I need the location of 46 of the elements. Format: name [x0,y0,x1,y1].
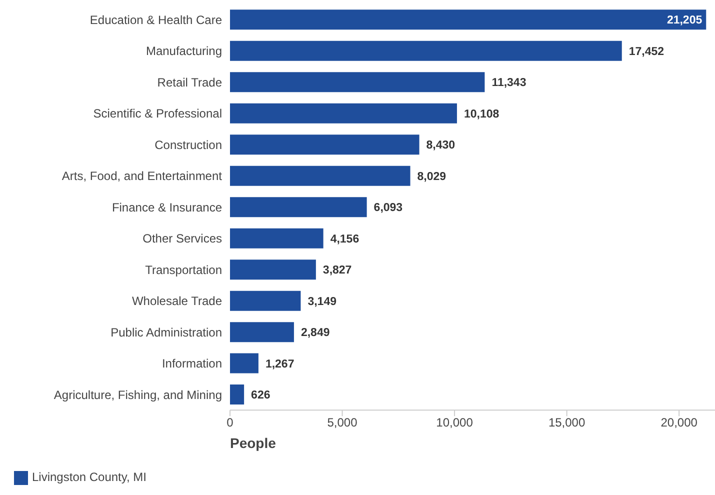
bar [230,72,485,92]
legend-label: Livingston County, MI [32,470,146,484]
bar [230,40,622,61]
y-tick-label: Education & Health Care [90,12,222,27]
data-label: 2,849 [300,327,330,340]
data-label: 3,827 [322,264,352,277]
data-label: 8,029 [417,170,446,183]
y-tick-label: Retail Trade [157,75,222,90]
data-label: 17,452 [628,46,664,58]
data-label: 3,149 [308,296,336,308]
bar [230,353,258,374]
x-tick-label: 0 [226,416,234,430]
y-tick-label: Public Administration [110,325,222,340]
bar [230,322,294,342]
data-label: 1,267 [265,358,294,370]
y-tick-label: Arts, Food, and Entertainment [62,169,223,184]
data-label: 11,343 [492,77,526,90]
data-label: 6,093 [374,202,403,214]
y-tick-label: Wholesale Trade [132,294,222,308]
y-tick-label: Manufacturing [146,44,222,58]
data-label: 626 [251,390,270,402]
bar [230,384,244,405]
y-tick-label: Transportation [145,262,222,277]
y-tick-label: Information [162,356,222,371]
x-tick-label: 20,000 [660,416,698,430]
bar [230,197,367,218]
bar [230,290,301,311]
y-tick-label: Finance & Insurance [112,200,222,214]
bar [230,134,420,155]
y-tick-label: Other Services [142,232,222,246]
x-tick-label: 5,000 [327,416,358,430]
x-axis-title: People [230,435,276,452]
y-tick-label: Agriculture, Fishing, and Mining [54,388,222,402]
bar [230,10,706,30]
x-tick-label: 15,000 [548,416,586,430]
data-label: 8,430 [426,140,456,152]
bar [230,228,324,248]
data-label: 10,108 [464,108,500,120]
y-tick-label: Construction [154,138,222,152]
bar [230,260,316,280]
bar [230,166,410,186]
y-tick-label: Scientific & Professional [93,106,222,121]
data-label: 21,205 [666,14,703,27]
bar [230,103,457,124]
x-tick-label: 10,000 [436,416,474,430]
data-label: 4,156 [330,233,360,246]
